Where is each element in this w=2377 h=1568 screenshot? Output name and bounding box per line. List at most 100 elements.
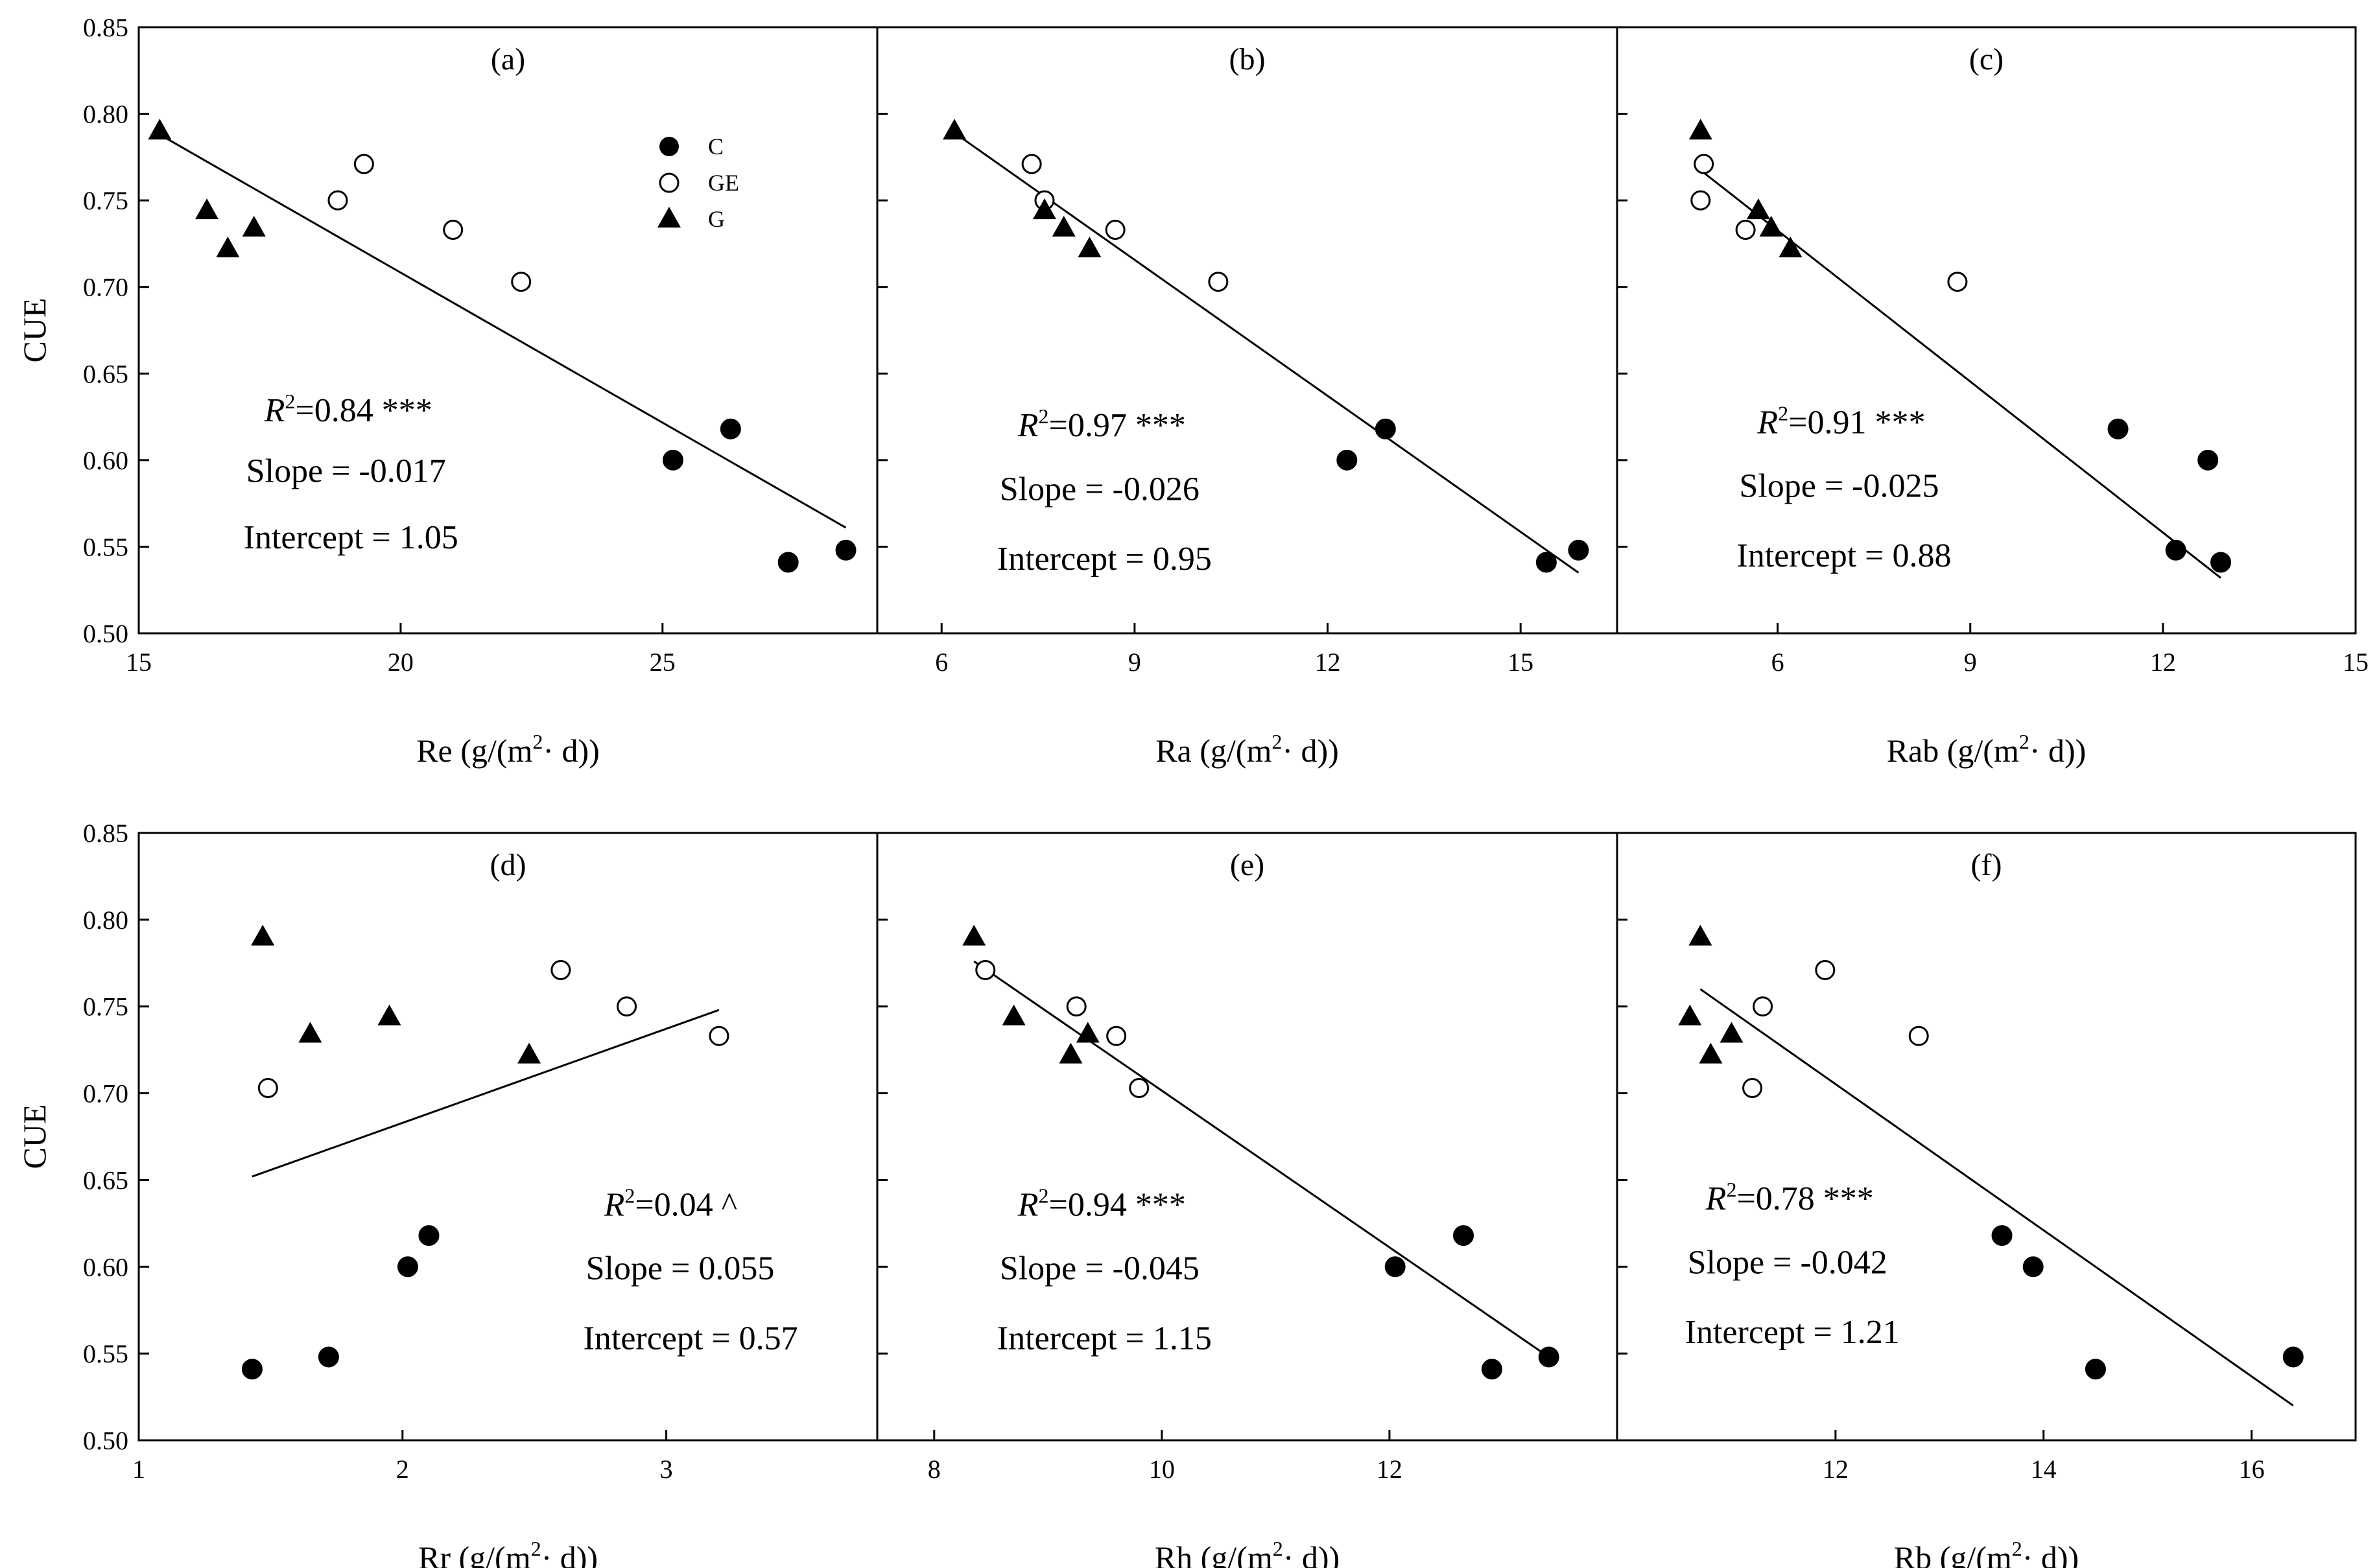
- point-g: [1059, 1042, 1083, 1064]
- x-tick-label: 25: [650, 648, 676, 677]
- point-c: [1336, 449, 1358, 471]
- point-c: [777, 552, 799, 573]
- x-axis-label-sup: 2: [532, 730, 543, 753]
- point-g: [1032, 198, 1056, 220]
- point-ge: [1753, 996, 1773, 1017]
- y-tick-label: 0.70: [83, 1079, 128, 1108]
- legend: C GE G: [657, 134, 739, 232]
- x-tick-label: 15: [1508, 648, 1533, 677]
- x-tick-label: 8: [928, 1455, 941, 1484]
- r-squared-value: =0.78 ***: [1736, 1180, 1873, 1217]
- y-tick-label: 0.50: [83, 1426, 128, 1455]
- y-tick-label: 0.75: [83, 186, 128, 215]
- x-tick-label: 2: [396, 1455, 409, 1484]
- point-ge: [975, 959, 996, 980]
- y-tick-label: 0.80: [83, 100, 128, 129]
- slope-text: Slope = -0.045: [1000, 1250, 1200, 1287]
- y-axis-label: CUE: [16, 298, 53, 363]
- legend-label: GE: [708, 170, 739, 196]
- point-g: [517, 1042, 541, 1064]
- y-tick-label: 0.60: [83, 1252, 128, 1281]
- x-axis-label-text: Rab (g/(m: [1887, 732, 2019, 769]
- y-tick-label: 0.70: [83, 273, 128, 302]
- slope-text: Slope = -0.025: [1739, 468, 1939, 505]
- x-tick-label: 10: [1149, 1455, 1175, 1484]
- x-tick-label: 3: [660, 1455, 673, 1484]
- r-squared: R2=0.78 ***: [1705, 1178, 1874, 1217]
- panel-a: 15 20 25 0.50 0.55 0.60 0.65 0.70 0.75 0.80 0.85 CU…: [16, 13, 879, 769]
- y-tick-label: 0.80: [83, 906, 128, 935]
- slope-text: Slope = -0.026: [1000, 471, 1200, 508]
- y-tick-label: 0.85: [83, 819, 128, 848]
- slope-text: Slope = -0.042: [1688, 1244, 1887, 1281]
- fit-line: [954, 132, 1579, 574]
- point-ge: [550, 959, 571, 980]
- point-g: [242, 215, 266, 237]
- point-ge: [1129, 1078, 1150, 1099]
- point-ge: [1208, 272, 1229, 292]
- point-c: [2022, 1256, 2044, 1278]
- point-c: [1481, 1359, 1502, 1380]
- panel-e: 8 10 12(e)Rh (g/(m2· d))R2=0.94 ***Slope =…: [876, 832, 1618, 1568]
- point-c: [2210, 552, 2232, 573]
- x-axis-label: Ra (g/(m2· d)): [1155, 730, 1339, 769]
- point-g: [1076, 1022, 1100, 1043]
- point-g: [1678, 1004, 1702, 1025]
- panel-label: (d): [490, 848, 526, 882]
- x-axis-label: Re (g/(m2· d)): [416, 730, 600, 769]
- point-ge: [1066, 996, 1087, 1017]
- point-c: [1538, 1346, 1559, 1368]
- panel-c: 6 9 12 15(c)Rab (g/(m2· d))R2=0.91 ***Slope…: [1616, 26, 2369, 769]
- plot-frame: [1616, 832, 2357, 1442]
- intercept-text: Intercept = 0.88: [1736, 537, 1951, 574]
- legend-label: G: [708, 206, 725, 232]
- point-c: [1991, 1225, 2013, 1246]
- x-tick-label: 9: [1128, 648, 1141, 677]
- slope-text: Slope = -0.017: [246, 452, 446, 489]
- point-ge: [1694, 154, 1714, 174]
- x-axis-label-sup: 2: [2019, 730, 2029, 753]
- x-tick-label: 1: [132, 1455, 145, 1484]
- point-c: [662, 449, 683, 471]
- r-squared-value: =0.91 ***: [1788, 404, 1925, 441]
- point-ge: [257, 1078, 278, 1099]
- x-tick-label: 12: [1377, 1455, 1402, 1484]
- point-ge: [353, 154, 374, 174]
- y-tick-label: 0.65: [83, 1165, 128, 1195]
- x-tick-label: 12: [2150, 648, 2176, 677]
- x-tick-label: 9: [1964, 648, 1977, 677]
- panel-label: (c): [1969, 42, 2004, 76]
- x-axis-label: Rh (g/(m2· d)): [1155, 1537, 1340, 1568]
- point-c: [1535, 552, 1557, 573]
- r-squared-sup: 2: [285, 390, 295, 413]
- r-squared-value: =0.84 ***: [295, 392, 432, 429]
- point-c: [1453, 1225, 1474, 1246]
- x-axis-label-unit: · d)): [2029, 732, 2086, 769]
- y-tick-label: 0.75: [83, 992, 128, 1022]
- fit-line: [1699, 988, 2294, 1407]
- x-axis-label-text: Rh (g/(m: [1155, 1539, 1273, 1568]
- r-squared-symbol: R: [1756, 404, 1778, 441]
- point-ge: [1690, 190, 1711, 211]
- x-axis-label: Rr (g/(m2· d)): [418, 1537, 598, 1568]
- x-tick-label: 6: [935, 648, 948, 677]
- r-squared-sup: 2: [1726, 1178, 1736, 1201]
- point-ge: [1742, 1078, 1763, 1099]
- r-squared-value: =0.04 ^: [635, 1186, 737, 1223]
- y-tick-label: 0.50: [83, 619, 128, 648]
- point-ge: [1021, 154, 1042, 174]
- point-c: [2165, 539, 2186, 561]
- x-tick-label: 15: [2343, 648, 2369, 677]
- panel-label: (b): [1229, 42, 1266, 76]
- plot-frame: [1616, 26, 2357, 635]
- r-squared: R2=0.97 ***: [1017, 404, 1186, 444]
- point-c: [720, 418, 741, 439]
- r-squared-symbol: R: [264, 392, 285, 429]
- point-g: [251, 924, 275, 946]
- point-ge: [1908, 1025, 1929, 1046]
- x-axis-label-text: Rr (g/(m: [418, 1539, 531, 1568]
- plot-frame: [876, 26, 1618, 635]
- r-squared: R2=0.04 ^: [604, 1184, 738, 1223]
- point-g: [195, 198, 219, 220]
